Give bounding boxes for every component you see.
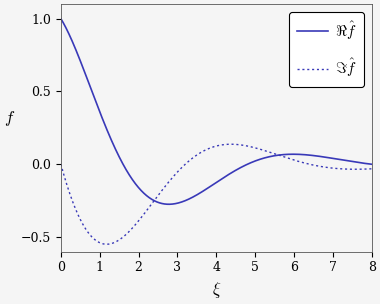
$\Im\hat{f}$ xyxy=(229,142,233,146)
$\Im\hat{f}$ xyxy=(178,167,182,171)
$\Re\hat{f}$ xyxy=(192,195,196,199)
$\Im\hat{f}$ xyxy=(94,239,99,243)
Legend: $\Re\hat{f}$, $\Im\hat{f}$: $\Re\hat{f}$, $\Im\hat{f}$ xyxy=(289,12,364,87)
Y-axis label: $f$: $f$ xyxy=(4,109,16,128)
$\Im\hat{f}$ xyxy=(330,166,335,170)
$\Re\hat{f}$ xyxy=(112,146,117,150)
$\Re\hat{f}$ xyxy=(166,202,171,206)
$\Im\hat{f}$ xyxy=(112,240,117,244)
$\Im\hat{f}$ xyxy=(192,155,196,159)
$\Re\hat{f}$ xyxy=(94,101,99,105)
$\Im\hat{f}$ xyxy=(59,162,63,166)
$\Re\hat{f}$ xyxy=(178,201,182,204)
$\Re\hat{f}$ xyxy=(364,162,368,165)
$\Im\hat{f}$ xyxy=(364,167,368,171)
$\Re\hat{f}$ xyxy=(330,157,335,160)
$\Re\hat{f}$ xyxy=(59,17,63,21)
$\Re\hat{f}$ xyxy=(370,162,374,166)
$\Im\hat{f}$ xyxy=(370,167,374,171)
X-axis label: $\xi$: $\xi$ xyxy=(212,280,221,300)
$\Im\hat{f}$ xyxy=(105,242,109,246)
Line: $\Re\hat{f}$: $\Re\hat{f}$ xyxy=(61,19,372,204)
Line: $\Im\hat{f}$: $\Im\hat{f}$ xyxy=(61,144,372,244)
